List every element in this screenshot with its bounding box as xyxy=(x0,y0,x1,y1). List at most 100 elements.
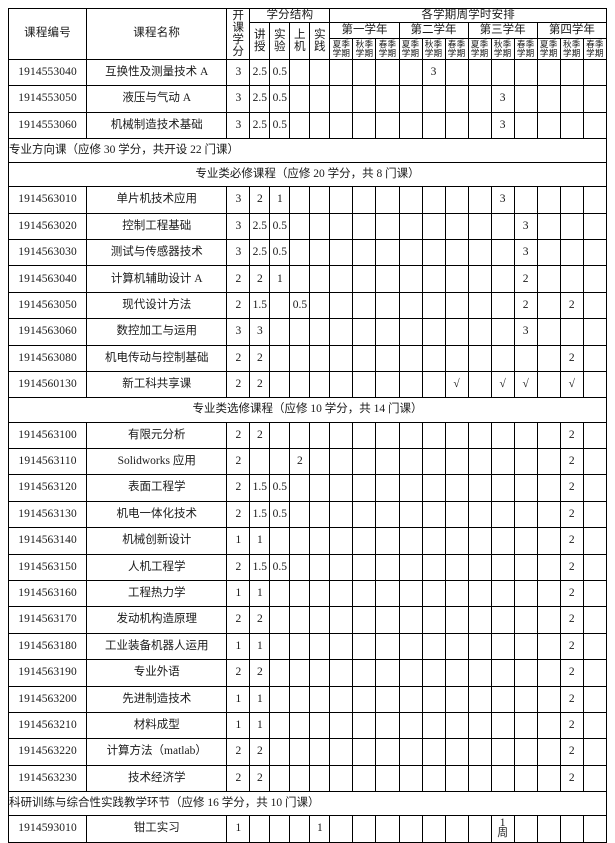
table-row[interactable]: 1914563190 专业外语 2 2 2 xyxy=(7,659,608,687)
cell-semester-2 xyxy=(352,371,377,399)
table-row[interactable]: 1914553040 互换性及测量技术 A 3 2.5 0.5 3 xyxy=(7,58,608,87)
cell-credit-part-2 xyxy=(289,212,311,241)
cell-semester-3 xyxy=(375,553,400,581)
cell-semester-3 xyxy=(375,58,400,87)
cell-semester-9 xyxy=(513,659,538,687)
cell-semester-10 xyxy=(536,186,561,214)
cell-course-code: 1914563100 xyxy=(7,421,88,450)
cell-semester-3 xyxy=(375,291,400,320)
table-row[interactable]: 1914563030 测试与传感器技术 3 2.5 0.5 3 xyxy=(7,239,608,267)
cell-semester-2 xyxy=(352,474,377,502)
cell-semester-9 xyxy=(513,579,538,608)
cell-credit-part-1 xyxy=(269,344,291,373)
cell-course-name: 计算方法（matlab） xyxy=(86,738,228,766)
header-term-label: 春季学期 xyxy=(447,39,466,58)
cell-semester-1 xyxy=(329,447,354,476)
cell-semester-4 xyxy=(398,318,423,346)
header-credit-part-0: 讲授 xyxy=(249,22,271,60)
cell-semester-11 xyxy=(559,318,584,346)
cell-semester-3 xyxy=(375,186,400,214)
cell-semester-10 xyxy=(536,500,561,529)
cell-credit-part-3 xyxy=(309,711,331,740)
cell-semester-3 xyxy=(375,474,400,502)
cell-credit-part-3 xyxy=(309,606,331,634)
cell-semester-4 xyxy=(398,764,423,793)
header-term-y2-autumn: 秋季学期 xyxy=(421,38,446,60)
cell-offered-credits: 1 xyxy=(226,685,251,713)
cell-semester-2 xyxy=(352,421,377,450)
cell-semester-9 xyxy=(513,58,538,87)
cell-course-name: 测试与传感器技术 xyxy=(86,239,228,267)
header-term-label: 秋季学期 xyxy=(424,39,443,58)
cell-semester-4 xyxy=(398,553,423,581)
table-row[interactable]: 1914553050 液压与气动 A 3 2.5 0.5 3 xyxy=(7,85,608,113)
table-row[interactable]: 1914563200 先进制造技术 1 1 2 xyxy=(7,685,608,713)
header-term-y1-spring: 春季学期 xyxy=(375,38,400,60)
cell-semester-7 xyxy=(467,111,492,139)
cell-semester-1 xyxy=(329,421,354,450)
table-row[interactable]: 1914563180 工业装备机器人运用 1 1 2 xyxy=(7,632,608,661)
table-row[interactable]: 1914563080 机电传动与控制基础 2 2 2 xyxy=(7,344,608,373)
cell-course-code: 1914553050 xyxy=(7,85,88,113)
cell-semester-5 xyxy=(421,711,446,740)
table-row[interactable]: 1914563210 材料成型 1 1 2 xyxy=(7,711,608,740)
cell-semester-4 xyxy=(398,447,423,476)
table-row[interactable]: 1914563220 计算方法（matlab） 2 2 2 xyxy=(7,738,608,766)
cell-semester-12 xyxy=(582,371,608,399)
cell-semester-3 xyxy=(375,111,400,139)
table-row[interactable]: 1914563150 人机工程学 2 1.5 0.5 2 xyxy=(7,553,608,581)
table-row[interactable]: 1914563120 表面工程学 2 1.5 0.5 2 xyxy=(7,474,608,502)
cell-course-name: 机械创新设计 xyxy=(86,527,228,555)
cell-semester-9 xyxy=(513,632,538,661)
table-row[interactable]: 1914563020 控制工程基础 3 2.5 0.5 3 xyxy=(7,212,608,241)
cell-semester-9: 2 xyxy=(513,265,538,293)
cell-semester-8 xyxy=(490,606,515,634)
cell-semester-1 xyxy=(329,186,354,214)
table-row[interactable]: 1914553060 机械制造技术基础 3 2.5 0.5 3 xyxy=(7,111,608,139)
cell-semester-6 xyxy=(444,579,469,608)
cell-semester-10 xyxy=(536,447,561,476)
cell-semester-10 xyxy=(536,212,561,241)
table-row[interactable]: 1914563160 工程热力学 1 1 2 xyxy=(7,579,608,608)
header-weekly-hours: 各学期周学时安排 xyxy=(329,7,607,24)
table-row[interactable]: 1914563140 机械创新设计 1 1 2 xyxy=(7,527,608,555)
cell-semester-7 xyxy=(467,711,492,740)
cell-semester-2 xyxy=(352,265,377,293)
table-row[interactable]: 1914563130 机电一体化技术 2 1.5 0.5 2 xyxy=(7,500,608,529)
cell-credit-part-1 xyxy=(269,685,291,713)
table-row[interactable]: 1914563050 现代设计方法 2 1.5 0.5 2 2 xyxy=(7,291,608,320)
cell-semester-4 xyxy=(398,58,423,87)
table-row[interactable]: 1914563060 数控加工与运用 3 3 3 xyxy=(7,318,608,346)
cell-course-name: 单片机技术应用 xyxy=(86,186,228,214)
cell-semester-3 xyxy=(375,711,400,740)
table-row[interactable]: 1914563230 技术经济学 2 2 2 xyxy=(7,764,608,793)
cell-course-code: 1914563050 xyxy=(7,291,88,320)
cell-credit-part-1: 0.5 xyxy=(269,553,291,581)
cell-semester-2 xyxy=(352,632,377,661)
cell-semester-2 xyxy=(352,579,377,608)
cell-credit-part-0: 2 xyxy=(249,265,271,293)
table-row[interactable]: 1914563170 发动机构造原理 2 2 2 xyxy=(7,606,608,634)
table-row[interactable]: 1914563100 有限元分析 2 2 2 xyxy=(7,421,608,450)
cell-semester-6 xyxy=(444,474,469,502)
cell-semester-1 xyxy=(329,265,354,293)
cell-semester-10 xyxy=(536,85,561,113)
cell-semester-5 xyxy=(421,239,446,267)
cell-course-code: 1914563080 xyxy=(7,344,88,373)
cell-credit-part-0: 1.5 xyxy=(249,553,271,581)
cell-semester-12 xyxy=(582,659,608,687)
table-row[interactable]: 1914563010 单片机技术应用 3 2 1 3 xyxy=(7,186,608,214)
cell-semester-9 xyxy=(513,606,538,634)
cell-course-name: 工程热力学 xyxy=(86,579,228,608)
cell-semester-7 xyxy=(467,344,492,373)
cell-credit-part-3 xyxy=(309,553,331,581)
header-year-3: 第四学年 xyxy=(536,22,608,40)
cell-credit-part-2 xyxy=(289,474,311,502)
table-row[interactable]: 1914560130 新工科共享课 2 2 √ √ √ √ xyxy=(7,371,608,399)
table-row[interactable]: 1914593010 钳工实习 1 1 1 周 xyxy=(7,815,608,843)
cell-semester-8 xyxy=(490,344,515,373)
cell-semester-1 xyxy=(329,212,354,241)
table-row[interactable]: 1914563110 Solidworks 应用 2 2 2 xyxy=(7,447,608,476)
cell-semester-4 xyxy=(398,111,423,139)
